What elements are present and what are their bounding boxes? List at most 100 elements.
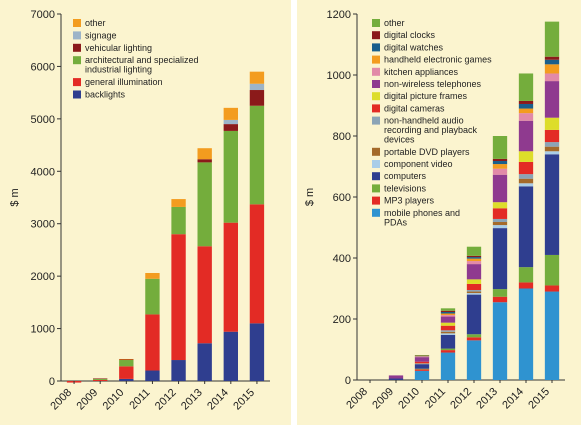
bar-segment bbox=[171, 360, 186, 381]
bar-segment bbox=[145, 278, 160, 315]
legend-label-line: computers bbox=[384, 171, 427, 181]
x-tick-label: 2008 bbox=[344, 386, 370, 412]
bar-segment bbox=[440, 334, 456, 349]
bar-segment bbox=[544, 129, 560, 143]
bar-segment bbox=[223, 107, 238, 120]
bar-segment bbox=[492, 202, 508, 209]
legend-label-line: vehicular lighting bbox=[85, 43, 152, 53]
legend-swatch bbox=[372, 43, 380, 52]
legend-swatch bbox=[372, 104, 380, 113]
bar-segment bbox=[544, 56, 560, 60]
legend-swatch bbox=[372, 116, 380, 125]
legend-swatch bbox=[372, 80, 380, 88]
bar-segment bbox=[249, 323, 265, 381]
legend-label: other bbox=[85, 18, 106, 28]
legend-label-line: PDAs bbox=[384, 217, 408, 227]
bar-segment bbox=[544, 117, 560, 130]
y-tick-label: 200 bbox=[333, 314, 351, 326]
bar-segment bbox=[145, 370, 160, 381]
bar-segment bbox=[171, 199, 186, 207]
bar-segment bbox=[518, 161, 534, 175]
legend-label: general illumination bbox=[85, 77, 163, 87]
bar-segment bbox=[223, 124, 238, 131]
legend-label: digital watches bbox=[384, 42, 444, 52]
y-tick-label: 0 bbox=[345, 375, 351, 387]
bar-segment bbox=[440, 331, 456, 334]
bar-segment bbox=[249, 204, 265, 324]
legend-swatch bbox=[372, 208, 380, 217]
x-tick-label: 2015 bbox=[231, 387, 257, 413]
x-tick-label: 2015 bbox=[526, 386, 552, 412]
bar-segment bbox=[414, 368, 430, 370]
legend-label-line: non-wireless telephones bbox=[384, 79, 482, 89]
legend-label: kitchen appliances bbox=[384, 67, 459, 77]
bar-segment bbox=[518, 108, 534, 114]
bar-segment bbox=[440, 333, 456, 335]
bar-segment bbox=[518, 178, 534, 184]
bar-segment bbox=[197, 159, 212, 163]
bar-segment bbox=[466, 257, 482, 259]
bar-segment bbox=[544, 254, 560, 286]
bar-segment bbox=[197, 343, 212, 381]
bar-segment bbox=[466, 337, 482, 341]
bar-segment bbox=[518, 113, 534, 121]
bar-segment bbox=[440, 325, 456, 331]
legend-label: vehicular lighting bbox=[85, 43, 152, 53]
y-tick-label: 2000 bbox=[31, 271, 55, 283]
bar-segment bbox=[544, 142, 560, 147]
legend-swatch bbox=[73, 43, 81, 52]
legend-label-line: handheld electronic games bbox=[384, 55, 492, 65]
bar-segment bbox=[466, 290, 482, 292]
left-chart-panel: 0 1000 2000 3000 4000 5000 6000 7000 $ m 2008 2009… bbox=[0, 0, 291, 425]
y-axis-label: $ m bbox=[304, 188, 316, 206]
y-tick-label: 600 bbox=[333, 192, 351, 204]
legend-label: component video bbox=[384, 159, 453, 169]
bar-segment bbox=[492, 218, 508, 223]
bar-segment bbox=[249, 90, 265, 106]
bar-segment bbox=[492, 222, 508, 226]
bar-segment bbox=[492, 208, 508, 219]
bar-segment bbox=[518, 183, 534, 187]
bar-segment bbox=[145, 272, 160, 279]
bar-segment bbox=[466, 334, 482, 338]
bar-segment bbox=[518, 120, 534, 152]
bar-segment bbox=[544, 21, 560, 57]
legend-label-line: mobile phones and bbox=[384, 208, 460, 218]
legend-label: mobile phones and PDAs bbox=[384, 208, 460, 228]
bar-segment bbox=[249, 71, 265, 84]
bar-segment bbox=[518, 186, 534, 268]
legend-label: MP3 players bbox=[384, 196, 435, 206]
bar-segment bbox=[492, 289, 508, 297]
x-tick-label: 2009 bbox=[370, 386, 396, 412]
legend-label: portable DVD players bbox=[384, 147, 470, 157]
bar-segment bbox=[466, 279, 482, 284]
x-tick-label: 2010 bbox=[101, 387, 127, 413]
legend-swatch bbox=[372, 19, 380, 27]
y-tick-label: 400 bbox=[333, 253, 351, 265]
bar-segment bbox=[492, 302, 508, 380]
legend-swatch bbox=[73, 78, 81, 87]
x-tick-label: 2012 bbox=[448, 386, 474, 412]
x-tick-label: 2013 bbox=[179, 387, 205, 413]
bar-segment bbox=[466, 255, 482, 258]
y-tick-label: 4000 bbox=[31, 166, 55, 178]
bar-segment bbox=[119, 358, 134, 360]
legend-swatch bbox=[372, 147, 380, 156]
bar-segment bbox=[414, 354, 430, 356]
bar-segment bbox=[440, 352, 456, 380]
bar-segment bbox=[119, 378, 134, 381]
bar-segment bbox=[440, 315, 456, 317]
legend-label: other bbox=[384, 18, 405, 28]
bar-segment bbox=[440, 313, 456, 316]
bar-segment bbox=[466, 261, 482, 265]
legend-label: non-handheld audio recording and playback… bbox=[384, 116, 478, 145]
y-tick-label: 1000 bbox=[327, 70, 351, 82]
bar-segment bbox=[197, 246, 212, 344]
legend-label: non-wireless telephones bbox=[384, 79, 482, 89]
legend-label: digital cameras bbox=[384, 103, 445, 113]
bar-segment bbox=[93, 378, 108, 380]
bar-segment bbox=[249, 105, 265, 205]
bar-segment bbox=[414, 369, 430, 371]
x-tick-label: 2011 bbox=[423, 386, 448, 411]
x-tick-label: 2008 bbox=[48, 387, 74, 413]
